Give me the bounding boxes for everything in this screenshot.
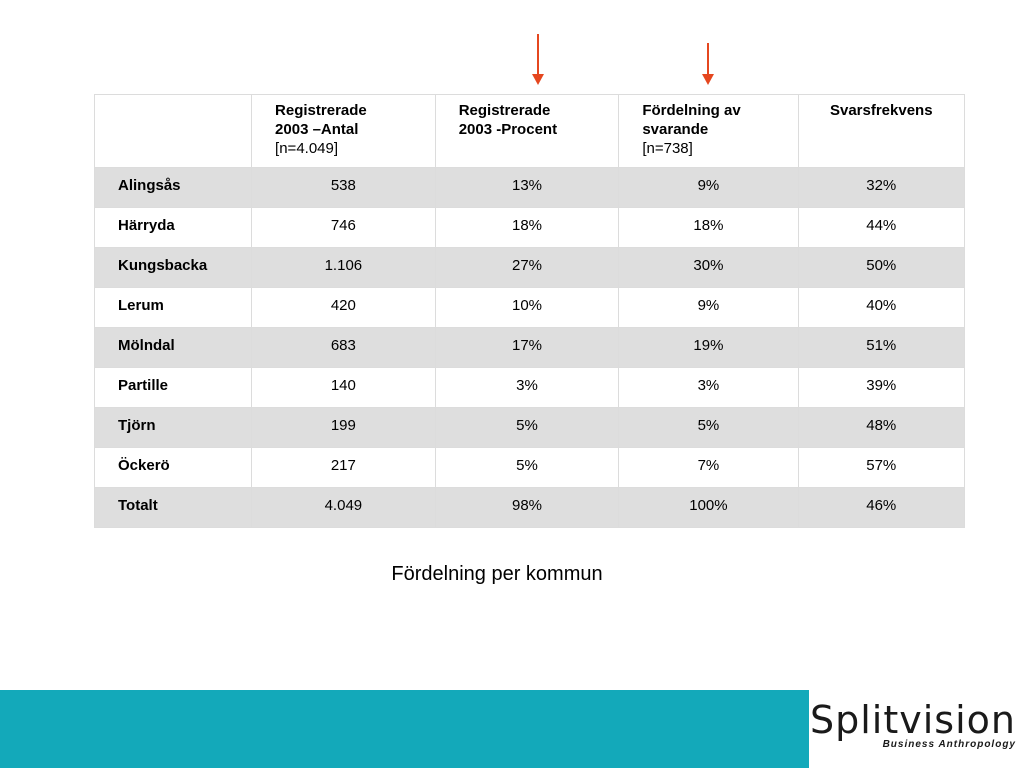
header-fordelning-line2: svarande: [642, 121, 709, 138]
cell-antal: 1.106: [251, 247, 436, 288]
header-antal-n: [n=4.049]: [275, 140, 339, 157]
cell-antal: 746: [251, 207, 436, 248]
cell-fordelning: 100%: [618, 487, 799, 528]
logo-wordmark: Splitvision: [810, 698, 1016, 742]
cell-fordelning: 18%: [618, 207, 799, 248]
header-antal-line2: 2003 –Antal: [275, 121, 359, 138]
table-row: Partille 140 3% 3% 39%: [93, 367, 966, 408]
cell-fordelning: 30%: [618, 247, 799, 288]
cell-antal: 217: [251, 447, 436, 488]
row-label: Alingsås: [93, 167, 253, 208]
header-procent-line2: 2003 -Procent: [458, 121, 558, 138]
cell-procent: 13%: [434, 167, 620, 208]
header-antal: Registrerade 2003 –Antal [n=4.049]: [251, 94, 436, 168]
table-row: Alingsås 538 13% 9% 32%: [93, 167, 966, 208]
header-antal-line1: Registrerade: [275, 102, 367, 119]
cell-fordelning: 9%: [618, 287, 799, 328]
row-label: Mölndal: [93, 327, 253, 368]
row-label: Öckerö: [93, 447, 253, 488]
header-svarsfrekvens: Svarsfrekvens: [797, 94, 966, 168]
table-row: Öckerö 217 5% 7% 57%: [93, 447, 966, 488]
cell-fordelning: 3%: [618, 367, 799, 408]
cell-antal: 4.049: [251, 487, 436, 528]
cell-svarsfrekvens: 51%: [797, 327, 966, 368]
cell-svarsfrekvens: 44%: [797, 207, 966, 248]
table-caption: Fördelning per kommun: [391, 563, 603, 585]
header-fordelning-line1: Fördelning av: [642, 102, 741, 119]
cell-procent: 18%: [434, 207, 620, 248]
cell-antal: 420: [251, 287, 436, 328]
header-procent-line1: Registrerade: [458, 102, 551, 119]
row-label: Härryda: [93, 207, 253, 248]
cell-procent: 5%: [434, 447, 620, 488]
cell-antal: 538: [251, 167, 436, 208]
down-arrow-icon: [532, 34, 544, 85]
cell-procent: 27%: [434, 247, 620, 288]
cell-procent: 17%: [434, 327, 620, 368]
cell-fordelning: 19%: [618, 327, 799, 368]
cell-procent: 5%: [434, 407, 620, 448]
distribution-table: Registrerade 2003 –Antal [n=4.049] Regis…: [93, 94, 966, 528]
table-header-row: Registrerade 2003 –Antal [n=4.049] Regis…: [93, 94, 966, 168]
row-label: Kungsbacka: [93, 247, 253, 288]
cell-procent: 98%: [434, 487, 620, 528]
logo: Splitvision Business Anthropology: [809, 690, 1024, 768]
table-row: Tjörn 199 5% 5% 48%: [93, 407, 966, 448]
cell-antal: 199: [251, 407, 436, 448]
cell-svarsfrekvens: 39%: [797, 367, 966, 408]
header-empty: [93, 94, 253, 168]
table-row: Kungsbacka 1.106 27% 30% 50%: [93, 247, 966, 288]
header-fordelning-n: [n=738]: [642, 140, 693, 157]
row-label: Partille: [93, 367, 253, 408]
cell-fordelning: 7%: [618, 447, 799, 488]
cell-antal: 140: [251, 367, 436, 408]
cell-fordelning: 5%: [618, 407, 799, 448]
cell-svarsfrekvens: 46%: [797, 487, 966, 528]
cell-svarsfrekvens: 32%: [797, 167, 966, 208]
cell-svarsfrekvens: 40%: [797, 287, 966, 328]
row-label: Totalt: [93, 487, 253, 528]
header-procent: Registrerade 2003 -Procent: [434, 94, 620, 168]
footer-bar: Splitvision Business Anthropology: [0, 690, 1024, 768]
table-row-total: Totalt 4.049 98% 100% 46%: [93, 487, 966, 528]
table-row: Härryda 746 18% 18% 44%: [93, 207, 966, 248]
cell-svarsfrekvens: 50%: [797, 247, 966, 288]
cell-svarsfrekvens: 48%: [797, 407, 966, 448]
cell-antal: 683: [251, 327, 436, 368]
row-label: Tjörn: [93, 407, 253, 448]
cell-procent: 3%: [434, 367, 620, 408]
row-label: Lerum: [93, 287, 253, 328]
cell-procent: 10%: [434, 287, 620, 328]
logo-tagline: Business Anthropology: [882, 739, 1016, 750]
header-fordelning: Fördelning av svarande [n=738]: [618, 94, 799, 168]
table-row: Mölndal 683 17% 19% 51%: [93, 327, 966, 368]
down-arrow-icon: [702, 43, 714, 85]
header-svarsfrekvens-label: Svarsfrekvens: [829, 102, 933, 119]
cell-fordelning: 9%: [618, 167, 799, 208]
table-row: Lerum 420 10% 9% 40%: [93, 287, 966, 328]
cell-svarsfrekvens: 57%: [797, 447, 966, 488]
